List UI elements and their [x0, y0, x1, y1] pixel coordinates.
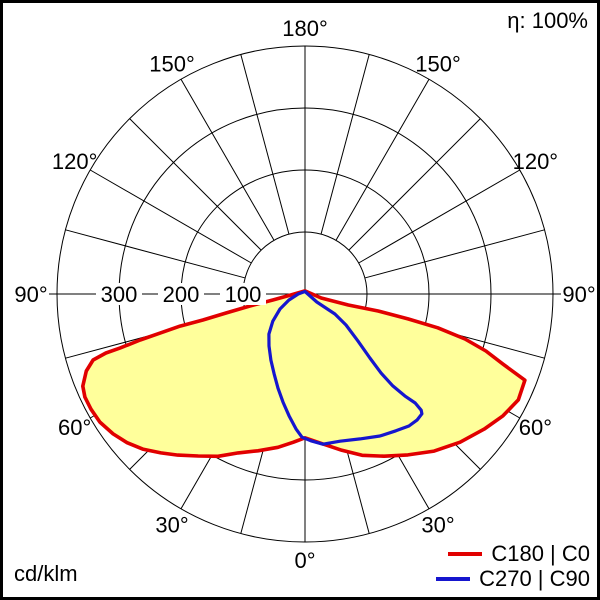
legend-item-c180-c0: C180 | C0 [448, 543, 590, 565]
legend-item-c270-c90: C270 | C90 [436, 568, 590, 590]
angle-tick-label: 60° [519, 415, 552, 440]
grid-spoke [180, 78, 275, 241]
angle-tick-label: 120° [52, 149, 98, 174]
legend-label-c180-c0: C180 | C0 [491, 541, 590, 566]
grid-spoke [348, 118, 481, 251]
units-label: cd/klm [14, 561, 78, 586]
grid-spoke [335, 78, 430, 241]
radial-tick-label: 200 [163, 282, 200, 307]
efficiency-label: η: 100% [507, 8, 588, 33]
radial-tick-label: 300 [101, 282, 138, 307]
angle-tick-label: 30° [421, 512, 454, 537]
label-mask [96, 283, 142, 305]
label-mask [220, 283, 266, 305]
legend-label-c270-c90: C270 | C90 [479, 566, 590, 591]
grid-spoke [320, 54, 370, 235]
legend-swatch-blue-line [436, 577, 471, 581]
grid-spoke [65, 229, 246, 279]
polar-chart: 100 200 300 0° 30° 30° 60° 60° 90° 90° 120° 120° 150… [14, 16, 595, 573]
grid-spoke [89, 169, 252, 264]
radial-tick-label: 100 [225, 282, 262, 307]
angle-tick-labels: 0° 30° 30° 60° 60° 90° 90° 120° 120° 150° 150° 180° [14, 16, 595, 573]
angle-tick-label: 180° [282, 16, 328, 41]
angle-tick-label: 90° [562, 282, 595, 307]
radial-tick-labels: 100 200 300 [96, 282, 266, 307]
angle-tick-label: 150° [415, 52, 461, 77]
grid-spoke [364, 229, 545, 279]
legend: C180 | C0 C270 | C90 [436, 543, 590, 590]
grid-spoke [358, 169, 521, 264]
curve-c180-c0 [81, 289, 527, 459]
curve-c270-c90 [267, 289, 424, 446]
angle-tick-label: 90° [14, 282, 47, 307]
angle-tick-label: 120° [513, 149, 559, 174]
label-mask [158, 283, 204, 305]
angle-tick-label: 150° [149, 52, 195, 77]
angle-tick-label: 60° [58, 415, 91, 440]
angle-tick-label: 30° [155, 512, 188, 537]
grid-spoke [129, 118, 262, 251]
legend-swatch-red-line [448, 552, 483, 556]
grid-spoke [240, 54, 290, 235]
angle-tick-label: 0° [294, 548, 315, 573]
